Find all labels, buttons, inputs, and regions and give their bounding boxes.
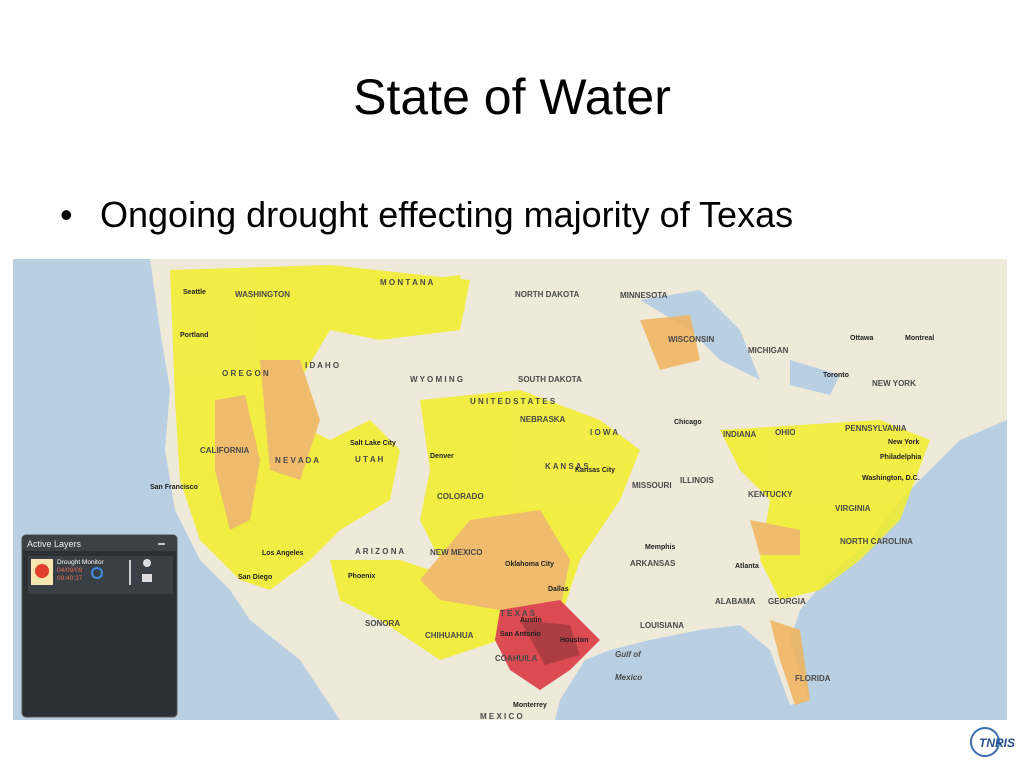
city-label: Ottawa: [850, 335, 873, 342]
region-label: NORTH CAROLINA: [840, 537, 913, 546]
great-lakes: [790, 360, 840, 395]
city-label: Montreal: [905, 335, 934, 342]
region-label: GEORGIA: [768, 597, 806, 606]
region-label: ALABAMA: [715, 597, 756, 606]
city-label: Los Angeles: [262, 550, 303, 557]
region-label: COAHUILA: [495, 654, 537, 663]
drought-d0: [420, 275, 465, 310]
city-label: Seattle: [183, 289, 206, 296]
layer-time: 09:40:37: [57, 575, 83, 582]
city-label: Washington, D.C.: [862, 475, 920, 482]
region-label: O R E G O N: [222, 369, 269, 378]
city-label: Philadelphia: [880, 454, 921, 461]
city-label: San Diego: [238, 574, 272, 581]
region-label: CALIFORNIA: [200, 446, 250, 455]
info-icon[interactable]: [142, 574, 152, 582]
region-label: M O N T A N A: [380, 278, 434, 287]
panel-header: [22, 535, 177, 551]
city-label: Houston: [560, 637, 588, 644]
drought-d1: [750, 520, 800, 555]
region-label: CHIHUAHUA: [425, 631, 474, 640]
region-label: INDIANA: [723, 430, 757, 439]
region-label: ARKANSAS: [630, 559, 676, 568]
region-label: NEW MEXICO: [430, 548, 482, 557]
city-label: Phoenix: [348, 573, 375, 580]
city-label: Kansas City: [575, 467, 615, 474]
region-label: KENTUCKY: [748, 490, 793, 499]
city-label: San Francisco: [150, 484, 198, 491]
city-label: Monterrey: [513, 702, 547, 709]
region-label: FLORIDA: [795, 674, 831, 683]
region-label: Mexico: [615, 673, 642, 682]
map-labels: M O N T A N A NORTH DAKOTA MINNESOTA WASHIN…: [150, 278, 934, 721]
drought-d1: [215, 395, 260, 530]
region-label: MICHIGAN: [748, 346, 789, 355]
region-label: NORTH DAKOTA: [515, 290, 580, 299]
region-label: T E X A S: [500, 609, 536, 618]
region-label: OHIO: [775, 428, 795, 437]
region-label: U T A H: [355, 455, 384, 464]
region-label: ILLINOIS: [680, 476, 714, 485]
region-label: MISSOURI: [632, 481, 672, 490]
bullet: Ongoing drought effecting majority of Te…: [60, 194, 793, 236]
region-label: I D A H O: [305, 361, 339, 370]
region-label: W Y O M I N G: [410, 375, 463, 384]
drought-d1: [770, 620, 810, 705]
region-label: SONORA: [365, 619, 400, 628]
drought-layer: [170, 265, 930, 705]
city-label: Atlanta: [735, 563, 759, 570]
logo-text: TNRIS: [979, 736, 1015, 750]
city-label: Oklahoma City: [505, 561, 554, 568]
city-label: Denver: [430, 453, 454, 460]
city-label: New York: [888, 439, 919, 446]
logo-globe: [970, 727, 1000, 757]
region-label: WASHINGTON: [235, 290, 290, 299]
city-label: Salt Lake City: [350, 440, 396, 447]
region-label: WISCONSIN: [668, 335, 714, 344]
region-label: SOUTH DAKOTA: [518, 375, 582, 384]
region-label: LOUISIANA: [640, 621, 684, 630]
city-label: San Antonio: [500, 631, 541, 638]
great-lakes: [640, 290, 760, 380]
region-label: Gulf of: [615, 650, 642, 659]
region-label: A R I Z O N A: [355, 547, 404, 556]
region-label: K A N S A S: [545, 462, 589, 471]
bullet-text: Ongoing drought effecting majority of Te…: [100, 194, 794, 235]
region-label: COLORADO: [437, 492, 484, 501]
drought-d4: [520, 620, 580, 665]
layer-thumbnail-mark: [35, 564, 49, 578]
city-label: Memphis: [645, 544, 675, 551]
region-label: U N I T E D S T A T E S: [470, 397, 556, 406]
layer-name: Drought Monitor: [57, 559, 104, 566]
city-label: Austin: [520, 617, 542, 624]
region-label: N E V A D A: [275, 456, 319, 465]
region-label: I O W A: [590, 428, 618, 437]
city-label: Dallas: [548, 586, 569, 593]
layer-date: 04/09/09: [57, 567, 83, 574]
drought-d1: [260, 360, 320, 480]
drought-d1: [640, 315, 700, 370]
region-label: MINNESOTA: [620, 291, 668, 300]
city-label: Portland: [180, 332, 208, 339]
region-label: PENNSYLVANIA: [845, 424, 907, 433]
region-label: NEBRASKA: [520, 415, 566, 424]
refresh-icon[interactable]: [91, 567, 103, 579]
city-label: Chicago: [674, 419, 702, 426]
panel-title: Active Layers: [27, 539, 82, 549]
slide-title: State of Water: [353, 69, 671, 125]
city-label: Toronto: [823, 372, 849, 379]
close-icon[interactable]: [143, 559, 151, 567]
region-label: NEW YORK: [872, 379, 916, 388]
region-label: M E X I C O: [480, 712, 523, 721]
region-label: VIRGINIA: [835, 504, 871, 513]
